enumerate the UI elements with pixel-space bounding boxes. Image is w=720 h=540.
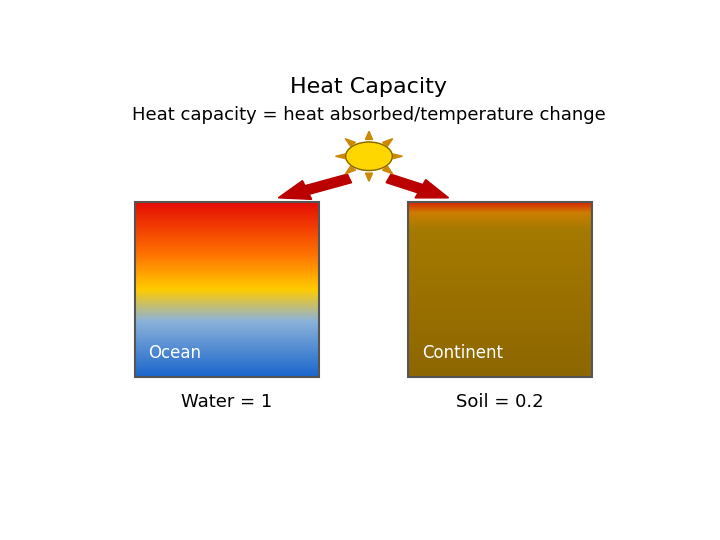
Polygon shape <box>392 153 402 159</box>
Text: Water = 1: Water = 1 <box>181 393 272 411</box>
Polygon shape <box>382 166 392 174</box>
Text: Soil = 0.2: Soil = 0.2 <box>456 393 544 411</box>
Text: Heat capacity = heat absorbed/temperature change: Heat capacity = heat absorbed/temperatur… <box>132 106 606 124</box>
Polygon shape <box>346 139 356 146</box>
Polygon shape <box>346 166 356 174</box>
Text: Heat Capacity: Heat Capacity <box>290 77 448 97</box>
Bar <box>408 202 592 377</box>
Bar <box>135 202 319 377</box>
Polygon shape <box>278 174 351 199</box>
Text: Ocean: Ocean <box>148 344 202 362</box>
Polygon shape <box>386 174 449 198</box>
Polygon shape <box>382 139 392 146</box>
Polygon shape <box>336 153 346 159</box>
Polygon shape <box>366 131 372 139</box>
Ellipse shape <box>346 142 392 171</box>
Polygon shape <box>366 173 372 181</box>
Text: Continent: Continent <box>422 344 503 362</box>
